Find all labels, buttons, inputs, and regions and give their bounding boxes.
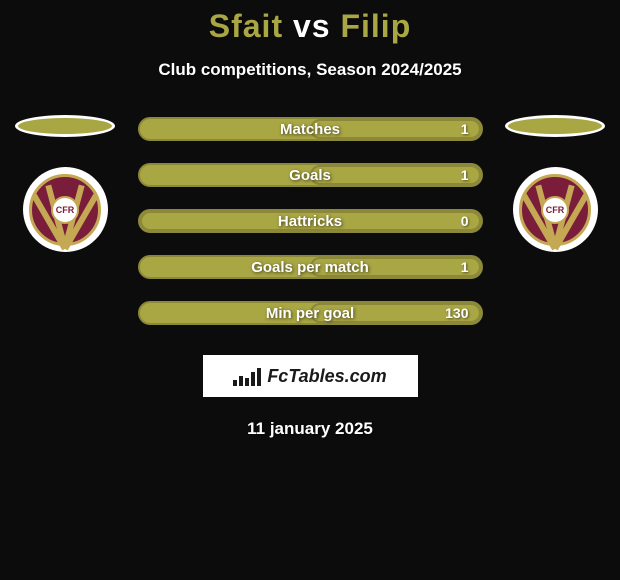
badge-text-right: CFR bbox=[541, 196, 569, 224]
stat-label: Goals bbox=[140, 167, 481, 184]
stat-label: Goals per match bbox=[140, 259, 481, 276]
title-vs: vs bbox=[293, 8, 331, 44]
stat-label: Hattricks bbox=[140, 213, 481, 230]
footer-brand-text: FcTables.com bbox=[267, 366, 386, 387]
subtitle: Club competitions, Season 2024/2025 bbox=[0, 60, 620, 80]
left-club-badge: CFR bbox=[23, 167, 108, 252]
stat-value-right: 130 bbox=[445, 305, 468, 321]
right-column: CFR bbox=[503, 115, 608, 252]
stat-label: Matches bbox=[140, 121, 481, 138]
content-wrapper: CFR Matches 1 Goals 1 Hattricks bbox=[0, 115, 620, 325]
left-column: CFR bbox=[13, 115, 118, 252]
stat-bar-goals-per-match: Goals per match 1 bbox=[138, 255, 483, 279]
stat-value-right: 1 bbox=[461, 121, 469, 137]
stat-bar-min-per-goal: Min per goal 130 bbox=[138, 301, 483, 325]
stat-value-right: 1 bbox=[461, 259, 469, 275]
stat-value-right: 1 bbox=[461, 167, 469, 183]
footer-logo: FcTables.com bbox=[203, 355, 418, 397]
main-container: Sfait vs Filip Club competitions, Season… bbox=[0, 0, 620, 580]
date-text: 11 january 2025 bbox=[0, 419, 620, 439]
page-title: Sfait vs Filip bbox=[0, 8, 620, 45]
title-player1: Sfait bbox=[209, 8, 283, 44]
stat-bar-matches: Matches 1 bbox=[138, 117, 483, 141]
badge-inner-left: CFR bbox=[29, 174, 101, 246]
badge-text-left: CFR bbox=[51, 196, 79, 224]
stat-label: Min per goal bbox=[140, 305, 481, 322]
right-ellipse bbox=[505, 115, 605, 137]
stat-bar-goals: Goals 1 bbox=[138, 163, 483, 187]
left-ellipse bbox=[15, 115, 115, 137]
chart-icon bbox=[233, 366, 261, 386]
badge-inner-right: CFR bbox=[519, 174, 591, 246]
stats-bars: Matches 1 Goals 1 Hattricks 0 Goals per … bbox=[138, 115, 483, 325]
right-club-badge: CFR bbox=[513, 167, 598, 252]
title-player2: Filip bbox=[340, 8, 411, 44]
stat-value-right: 0 bbox=[461, 213, 469, 229]
stat-bar-hattricks: Hattricks 0 bbox=[138, 209, 483, 233]
